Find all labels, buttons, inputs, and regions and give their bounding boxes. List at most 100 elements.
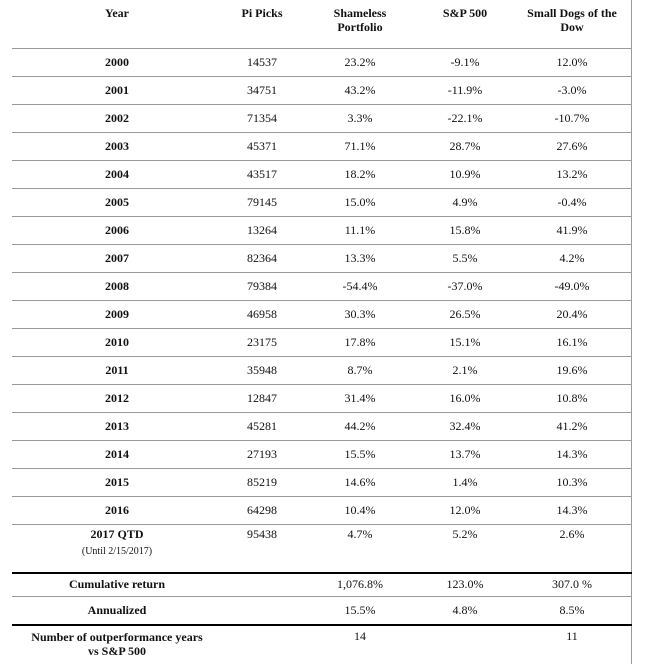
row-rule (12, 104, 632, 105)
row-rule (12, 572, 632, 574)
value-cell: 71354 (247, 111, 277, 125)
value-cell: 17.8% (344, 335, 376, 349)
value-cell: -11.9% (447, 83, 483, 97)
year-cell: 2015 (105, 475, 129, 489)
value-cell: 16.1% (556, 335, 588, 349)
value-cell: 41.2% (556, 419, 588, 433)
value-cell: 2.1% (452, 363, 478, 377)
value-cell: -10.7% (554, 111, 590, 125)
value-cell: 13.3% (344, 251, 376, 265)
value-cell: -3.0% (557, 83, 587, 97)
row-rule (12, 356, 632, 357)
year-cell: 2006 (105, 223, 129, 237)
year-note: (Until 2/15/2017) (81, 546, 153, 557)
value-cell: -22.1% (447, 111, 483, 125)
row-rule (12, 132, 632, 133)
value-cell: 79145 (247, 195, 277, 209)
summary-value: 15.5% (344, 603, 376, 617)
row-rule (12, 412, 632, 413)
value-cell: 14.3% (556, 503, 588, 517)
row-rule (12, 216, 632, 217)
year-cell: 2003 (105, 139, 129, 153)
value-cell: 15.0% (344, 195, 376, 209)
summary-label: Cumulative return (68, 577, 166, 591)
value-cell: 34751 (247, 83, 277, 97)
value-cell: 14537 (247, 55, 277, 69)
value-cell: 1.4% (452, 475, 478, 489)
value-cell: 18.2% (344, 167, 376, 181)
value-cell: 4.9% (452, 195, 478, 209)
column-header: Pi Picks (241, 6, 283, 20)
summary-value: 11 (566, 629, 578, 643)
year-cell: 2013 (105, 419, 129, 433)
value-cell: 28.7% (449, 139, 481, 153)
value-cell: 30.3% (344, 307, 376, 321)
column-header: Shameless Portfolio (333, 6, 387, 34)
summary-value: 123.0% (446, 577, 484, 591)
value-cell: 45281 (247, 419, 277, 433)
value-cell: 35948 (247, 363, 277, 377)
row-rule (12, 188, 632, 189)
row-rule (12, 300, 632, 301)
value-cell: 44.2% (344, 419, 376, 433)
value-cell: 32.4% (449, 419, 481, 433)
value-cell: 19.6% (556, 363, 588, 377)
value-cell: 13.2% (556, 167, 588, 181)
value-cell: 12847 (247, 391, 277, 405)
year-cell: 2000 (105, 55, 129, 69)
value-cell: 4.7% (347, 527, 373, 541)
year-cell: 2001 (105, 83, 129, 97)
value-cell: 14.3% (556, 447, 588, 461)
summary-value: 307.0 % (552, 577, 592, 591)
row-rule (12, 496, 632, 497)
year-cell: 2009 (105, 307, 129, 321)
value-cell: 79384 (247, 279, 277, 293)
year-cell: 2008 (105, 279, 129, 293)
row-rule (12, 272, 632, 273)
column-header: Year (105, 6, 129, 20)
column-header: Small Dogs of the Dow (527, 6, 617, 34)
value-cell: 26.5% (449, 307, 481, 321)
year-cell: 2017 QTD (90, 527, 144, 541)
row-rule (12, 596, 632, 597)
row-rule (12, 468, 632, 469)
value-cell: 14.6% (344, 475, 376, 489)
value-cell: 71.1% (344, 139, 376, 153)
row-rule (12, 160, 632, 161)
row-rule (12, 328, 632, 329)
row-rule (12, 384, 632, 385)
value-cell: -37.0% (447, 279, 483, 293)
year-cell: 2014 (105, 447, 129, 461)
value-cell: 15.5% (344, 447, 376, 461)
value-cell: 10.4% (344, 503, 376, 517)
value-cell: 46958 (247, 307, 277, 321)
value-cell: 12.0% (449, 503, 481, 517)
value-cell: 13264 (247, 223, 277, 237)
year-cell: 2002 (105, 111, 129, 125)
vertical-rule (631, 0, 632, 664)
value-cell: 5.2% (452, 527, 478, 541)
value-cell: 2.6% (559, 527, 585, 541)
summary-label: Annualized (87, 603, 147, 617)
value-cell: 10.8% (556, 391, 588, 405)
value-cell: 31.4% (344, 391, 376, 405)
value-cell: 82364 (247, 251, 277, 265)
value-cell: -0.4% (557, 195, 587, 209)
summary-value: 8.5% (559, 603, 585, 617)
year-cell: 2012 (105, 391, 129, 405)
value-cell: 43517 (247, 167, 277, 181)
summary-value: 14 (354, 629, 366, 643)
value-cell: 15.8% (449, 223, 481, 237)
value-cell: -9.1% (450, 55, 480, 69)
value-cell: 5.5% (452, 251, 478, 265)
value-cell: 13.7% (449, 447, 481, 461)
year-cell: 2010 (105, 335, 129, 349)
value-cell: 10.3% (556, 475, 588, 489)
value-cell: 16.0% (449, 391, 481, 405)
value-cell: 8.7% (347, 363, 373, 377)
year-cell: 2007 (105, 251, 129, 265)
year-cell: 2011 (105, 363, 129, 377)
value-cell: 27193 (247, 447, 277, 461)
row-rule (12, 624, 632, 626)
